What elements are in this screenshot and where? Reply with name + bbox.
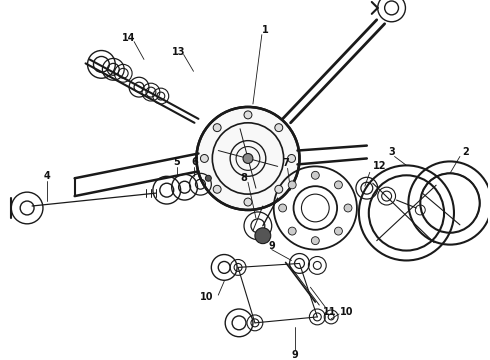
Text: 2: 2 [463,147,469,157]
Text: 10: 10 [340,307,354,317]
Text: 13: 13 [172,46,185,57]
Circle shape [311,171,319,179]
Text: 8: 8 [241,173,247,183]
Circle shape [196,107,299,210]
Text: 14: 14 [122,33,136,42]
Circle shape [243,153,253,163]
Text: 6: 6 [191,157,198,167]
Circle shape [213,124,221,132]
Circle shape [288,154,295,162]
Text: 4: 4 [44,171,50,181]
Text: 12: 12 [373,161,387,171]
Text: 7: 7 [282,158,289,168]
Circle shape [205,175,211,181]
Text: 1: 1 [263,25,269,35]
Circle shape [279,204,287,212]
Circle shape [255,228,271,244]
Circle shape [311,237,319,245]
Text: 9: 9 [269,240,275,251]
Circle shape [288,227,296,235]
Circle shape [244,111,252,119]
Circle shape [288,181,296,189]
Circle shape [275,185,283,193]
Text: 3: 3 [388,147,395,157]
Circle shape [244,198,252,206]
Circle shape [335,181,343,189]
Text: 5: 5 [173,157,180,167]
Text: 11: 11 [323,307,337,317]
Text: 9: 9 [291,350,298,360]
Circle shape [344,204,352,212]
Circle shape [275,124,283,132]
Circle shape [200,154,208,162]
Circle shape [213,185,221,193]
Circle shape [335,227,343,235]
Text: 10: 10 [199,292,213,302]
